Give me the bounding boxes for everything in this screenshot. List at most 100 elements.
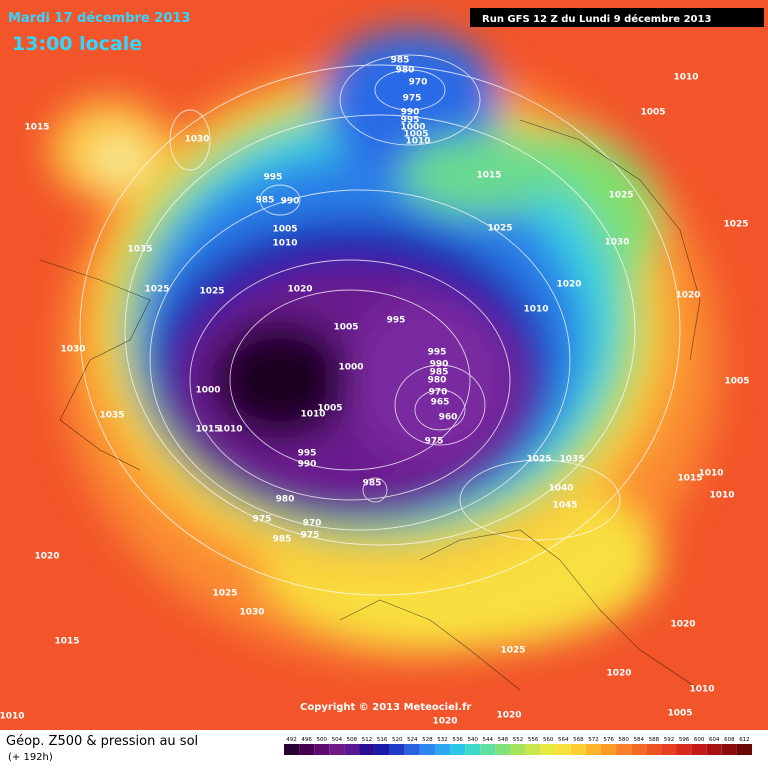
isobar-label: 1020 [34,552,59,562]
isobar-label: 990 [298,460,317,470]
isobar-label: 985 [430,368,449,378]
isobar-label: 995 [298,449,317,459]
isobar-label: 1010 [698,469,723,479]
legend-label: 580 [618,737,629,743]
isobar-label: 1045 [552,501,577,511]
legend-label: 528 [422,737,433,743]
footer-lead: (+ 192h) [8,752,53,763]
legend-label: 544 [483,737,494,743]
isobar-label: 1005 [724,377,749,387]
footer-title: Géop. Z500 & pression au sol [6,734,198,749]
isobar-label: 1030 [184,135,209,145]
isobar-label: 1020 [496,711,521,721]
legend-swatch [510,744,526,755]
isobar-label: 1005 [272,225,297,235]
isobar-label: 1025 [608,191,633,201]
isobar-label: 1020 [287,285,312,295]
legend-swatch [359,744,375,755]
isobar-label: 1025 [199,287,224,297]
legend-swatch [374,744,390,755]
legend-label: 516 [377,737,388,743]
isobar-label: 995 [264,173,283,183]
isobar-label: 1010 [0,712,25,722]
legend-swatch [736,744,752,755]
legend-swatch [706,744,722,755]
legend-swatch [450,744,466,755]
isobar-label: 1020 [432,717,457,727]
legend-label: 568 [573,737,584,743]
legend-label: 584 [634,737,645,743]
isobar-label: 1010 [709,491,734,501]
isobar-label: 980 [396,66,415,76]
legend-label: 612 [739,737,750,743]
isobar-label: 995 [428,348,447,358]
date: Mardi 17 décembre 2013 [8,11,190,26]
isobar-label: 985 [256,196,275,206]
isobar-label: 1010 [405,137,430,147]
legend-swatch [404,744,420,755]
isobar-label: 970 [429,388,448,398]
legend-swatch [691,744,707,755]
legend-swatch [314,744,330,755]
isobar-label: 990 [401,108,420,118]
isobar-label: 1005 [667,709,692,719]
isobar-label: 1010 [523,305,548,315]
isobar-label: 1025 [500,646,525,656]
legend-label: 504 [332,737,343,743]
legend-label: 496 [301,737,312,743]
isobar-label: 985 [273,535,292,545]
legend-label: 552 [513,737,524,743]
isobar-label: 1035 [99,411,124,421]
isobar-label: 1030 [239,608,264,618]
legend-label: 524 [407,737,418,743]
legend-swatch [616,744,632,755]
isobar-label: 1020 [556,280,581,290]
legend-swatch [480,744,496,755]
isobar-label: 975 [301,531,320,541]
isobar-label: 1035 [127,245,152,255]
legend-label: 564 [558,737,569,743]
isobar-label: 990 [281,197,300,207]
legend-label: 592 [664,737,675,743]
isobar-label: 1005 [403,130,428,140]
isobar-label: 1010 [300,410,325,420]
legend-label: 600 [694,737,705,743]
legend-swatch [495,744,511,755]
isobar-label: 1005 [333,323,358,333]
isobar-label: 1010 [689,685,714,695]
legend-swatch [344,744,360,755]
isobar-label: 985 [391,56,410,66]
legend-label: 588 [649,737,660,743]
isobar-label: 1025 [487,224,512,234]
isobar-label: 1025 [526,455,551,465]
isobar-label: 975 [253,515,272,525]
isobar-label: 1015 [476,171,501,181]
isobar-label: 1030 [60,345,85,355]
isobar-label: 965 [431,398,450,408]
legend-label: 572 [588,737,599,743]
legend-swatch [525,744,541,755]
isobar-label: 1010 [673,73,698,83]
isobar-label: 1015 [677,474,702,484]
isobar-label: 1025 [723,220,748,230]
time: 13:00 locale [12,33,142,55]
field [0,0,768,730]
isobar-label: 1010 [272,239,297,249]
legend-label: 536 [452,737,463,743]
legend-label: 532 [437,737,448,743]
legend-swatch [570,744,586,755]
isobar-label: 970 [303,519,322,529]
isobar-label: 1015 [24,123,49,133]
isobar-label: 985 [363,479,382,489]
legend-swatch [465,744,481,755]
legend-swatch [419,744,435,755]
isobar-label: 980 [428,376,447,386]
legend-swatch [434,744,451,755]
legend-label: 560 [543,737,554,743]
isobar-label: 1010 [217,425,242,435]
legend-label: 500 [316,737,327,743]
legend-label: 512 [362,737,373,743]
isobar-label: 990 [430,360,449,370]
isobar-label: 1030 [604,238,629,248]
